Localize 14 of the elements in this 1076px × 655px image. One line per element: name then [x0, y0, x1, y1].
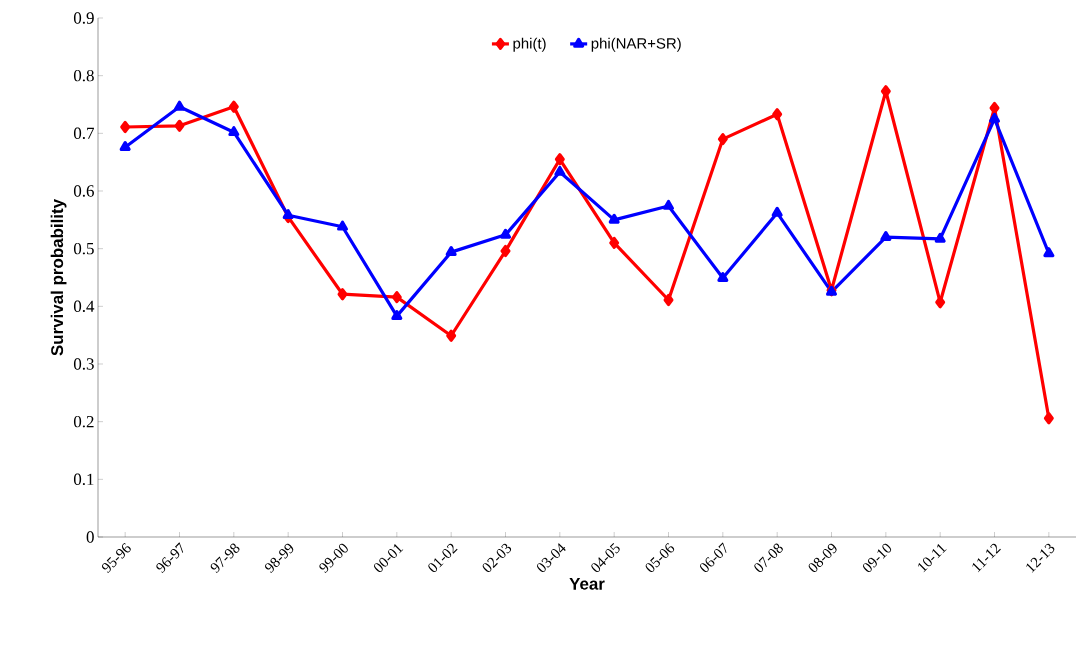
y-tick-label: 0.4: [73, 300, 95, 313]
legend-label: phi(NAR+SR): [591, 37, 681, 52]
y-tick-label: 0.6: [73, 185, 94, 197]
y-tick-label: 0.1: [73, 473, 94, 486]
y-tick-label: 0.8: [73, 69, 94, 82]
legend-label: phi(t): [513, 37, 546, 52]
y-tick-label: 0.5: [73, 242, 94, 255]
y-tick-label: 0.7: [73, 127, 94, 140]
x-axis-title: Year: [569, 577, 605, 590]
y-tick-label: 0: [86, 531, 94, 543]
y-axis-title: Survival probability: [50, 199, 67, 356]
y-tick-label: 0.2: [73, 415, 94, 428]
y-tick-label: 0.9: [73, 12, 94, 24]
y-tick-label: 0.3: [73, 358, 94, 370]
